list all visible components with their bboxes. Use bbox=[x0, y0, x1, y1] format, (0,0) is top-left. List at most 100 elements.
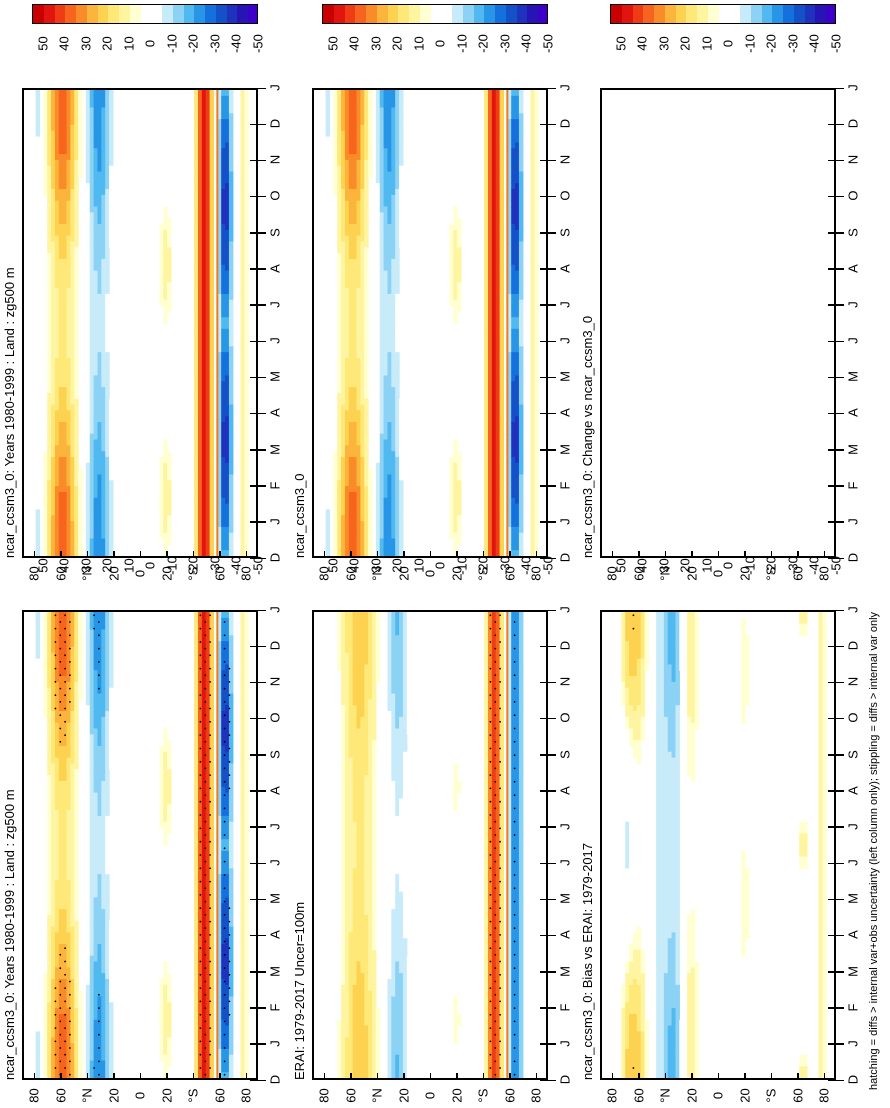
contour-cell bbox=[59, 746, 63, 752]
contour-cell bbox=[167, 1031, 171, 1037]
contour-cell bbox=[241, 387, 245, 393]
contour-cell bbox=[59, 828, 63, 834]
contour-cell bbox=[210, 1037, 214, 1043]
contour-cell bbox=[221, 422, 225, 428]
contour-cell bbox=[67, 457, 71, 463]
contour-cell bbox=[59, 253, 63, 259]
contour-cell bbox=[67, 486, 71, 492]
contour-cell bbox=[55, 521, 59, 527]
contour-cell bbox=[59, 311, 63, 317]
contour-cell bbox=[101, 711, 105, 717]
contour-cell bbox=[47, 1037, 51, 1043]
stipple-dot bbox=[55, 1027, 57, 1029]
contour-cell bbox=[78, 137, 82, 143]
contour-cell bbox=[229, 142, 233, 148]
contour-cell bbox=[163, 311, 167, 317]
contour-cell bbox=[241, 845, 245, 851]
contour-cell bbox=[36, 544, 40, 550]
stipple-dot bbox=[200, 961, 202, 963]
contour-cell bbox=[59, 207, 63, 213]
contour-cell bbox=[225, 352, 229, 358]
contour-cell bbox=[229, 154, 233, 160]
contour-cell bbox=[210, 329, 214, 335]
contour-cell bbox=[55, 416, 59, 422]
contour-cell bbox=[210, 670, 214, 676]
contour-cell bbox=[198, 224, 202, 230]
contour-cell bbox=[105, 886, 109, 892]
contour-cell bbox=[59, 131, 63, 137]
contour-cell bbox=[210, 440, 214, 446]
contour-cell bbox=[47, 810, 51, 816]
contour-cell bbox=[55, 422, 59, 428]
contour-cell bbox=[55, 434, 59, 440]
contour-cell bbox=[32, 629, 36, 635]
contour-cell bbox=[163, 1014, 167, 1020]
contour-cell bbox=[229, 781, 233, 787]
contour-cell bbox=[229, 539, 233, 545]
contour-cell bbox=[97, 393, 101, 399]
contour-cell bbox=[167, 457, 171, 463]
contour-cell bbox=[341, 763, 345, 769]
contour-cell bbox=[97, 845, 101, 851]
contour-cell bbox=[70, 352, 74, 358]
contour-cell bbox=[47, 816, 51, 822]
stipple-dot bbox=[229, 708, 231, 710]
contour-cell bbox=[229, 775, 233, 781]
contour-cell bbox=[337, 641, 341, 647]
contour-cell bbox=[229, 428, 233, 434]
contour-cell bbox=[229, 624, 233, 630]
contour-cell bbox=[225, 711, 229, 717]
contour-cell bbox=[36, 504, 40, 510]
contour-cell bbox=[244, 1031, 248, 1037]
contour-cell bbox=[74, 96, 78, 102]
contour-cell bbox=[109, 125, 113, 131]
contour-cell bbox=[105, 480, 109, 486]
contour-cell bbox=[221, 142, 225, 148]
contour-cell bbox=[43, 457, 47, 463]
contour-cell bbox=[74, 1043, 78, 1049]
contour-cell bbox=[78, 492, 82, 498]
stipple-dot bbox=[229, 734, 231, 736]
contour-cell bbox=[105, 399, 109, 405]
contour-cell bbox=[229, 405, 233, 411]
contour-cell bbox=[101, 950, 105, 956]
contour-cell bbox=[59, 498, 63, 504]
contour-cell bbox=[109, 956, 113, 962]
contour-cell bbox=[229, 950, 233, 956]
contour-cell bbox=[221, 676, 225, 682]
contour-cell bbox=[241, 358, 245, 364]
contour-cell bbox=[43, 515, 47, 521]
contour-cell bbox=[221, 539, 225, 545]
contour-cell bbox=[74, 160, 78, 166]
contour-cell bbox=[159, 486, 163, 492]
contour-cell bbox=[210, 306, 214, 312]
contour-cell bbox=[55, 230, 59, 236]
contour-cell bbox=[97, 300, 101, 306]
stipple-dot bbox=[224, 927, 226, 929]
stipple-dot bbox=[64, 681, 66, 683]
contour-cell bbox=[109, 399, 113, 405]
contour-cell bbox=[67, 839, 71, 845]
contour-cell bbox=[206, 618, 210, 624]
contour-cell bbox=[55, 629, 59, 635]
contour-cell bbox=[67, 515, 71, 521]
contour-cell bbox=[51, 463, 55, 469]
contour-cell bbox=[97, 253, 101, 259]
contour-cell bbox=[32, 142, 36, 148]
colorbar-swatch bbox=[184, 5, 195, 23]
contour-cell bbox=[194, 300, 198, 306]
contour-cell bbox=[51, 897, 55, 903]
contour-cell bbox=[229, 938, 233, 944]
lat-label: 80 bbox=[27, 562, 42, 586]
contour-cell bbox=[90, 804, 94, 810]
contour-cell bbox=[221, 550, 225, 556]
contour-cell bbox=[241, 793, 245, 799]
contour-cell bbox=[167, 492, 171, 498]
contour-cell bbox=[47, 247, 51, 253]
contour-cell bbox=[55, 440, 59, 446]
contour-cell bbox=[67, 160, 71, 166]
contour-cell bbox=[206, 498, 210, 504]
contour-cell bbox=[90, 230, 94, 236]
contour-cell bbox=[67, 405, 71, 411]
month-label: F bbox=[268, 478, 283, 492]
